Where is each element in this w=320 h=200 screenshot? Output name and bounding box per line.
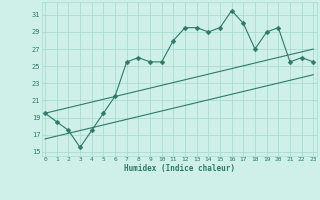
X-axis label: Humidex (Indice chaleur): Humidex (Indice chaleur) (124, 164, 235, 173)
